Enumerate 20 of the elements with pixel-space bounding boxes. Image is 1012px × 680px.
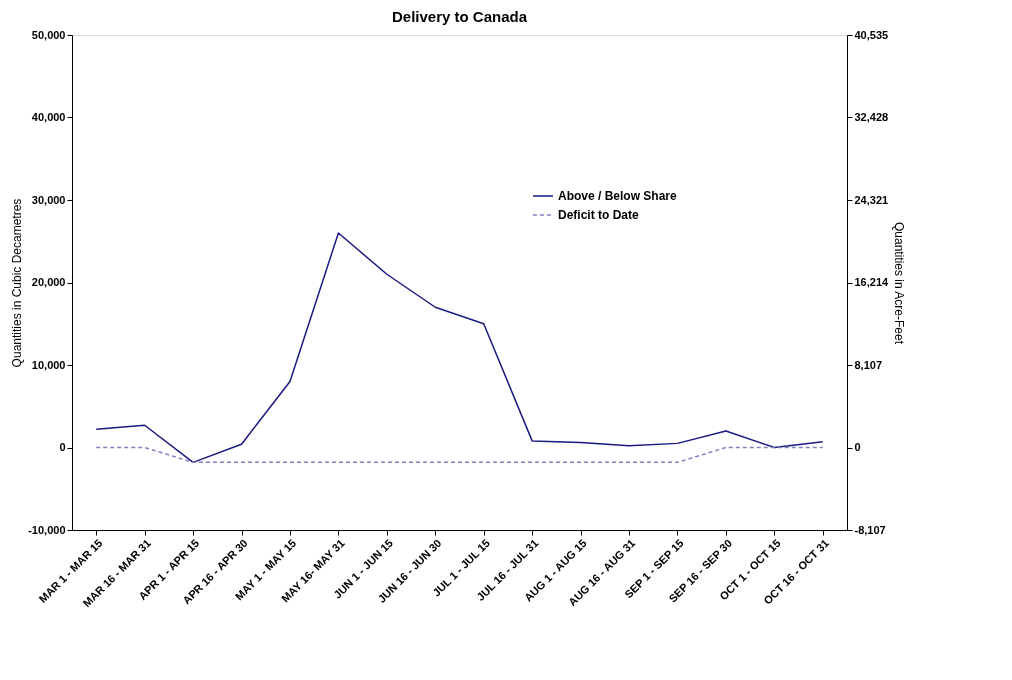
legend-label: Deficit to Date: [558, 208, 639, 222]
y-tick-label: 50,000: [31, 28, 66, 41]
y2-tick-label: -8,107: [854, 523, 886, 536]
y-tick-label: 40,000: [31, 111, 66, 123]
y2-tick-label: 24,321: [854, 193, 889, 206]
line-series: [95, 232, 824, 464]
y-tick-label: 10,000: [31, 358, 66, 371]
y-tick-label: -10,000: [28, 523, 66, 536]
y-tick-label: 0: [59, 441, 66, 453]
y2-tick-label: 40,535: [854, 28, 889, 41]
legend-label: Above / Below Share: [558, 189, 678, 203]
y2-tick-label: 8,107: [854, 358, 883, 371]
y-tick-label: 30,000: [31, 193, 66, 206]
y-tick-label: 20,000: [31, 276, 66, 288]
y-axis-title: Quantities in Cubic Decametres: [10, 198, 25, 368]
y2-tick-label: 32,428: [854, 111, 889, 123]
y2-tick-label: 0: [854, 441, 861, 453]
chart-title: Delivery to Canada: [391, 8, 528, 25]
y2-tick-label: 16,214: [854, 276, 890, 288]
y2-axis-title: Quantities in Acre-Feet: [892, 221, 907, 345]
